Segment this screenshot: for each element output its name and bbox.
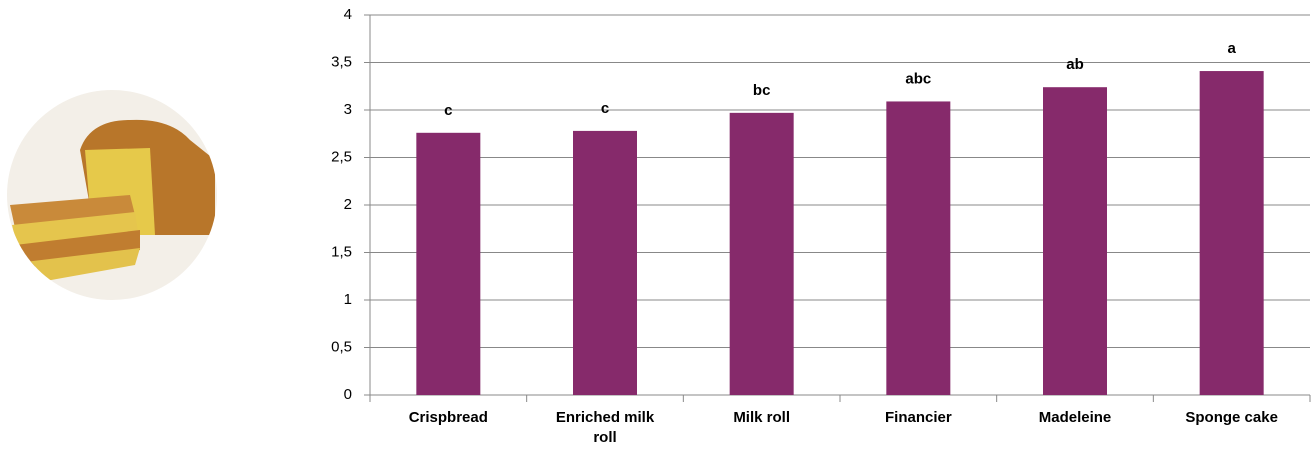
- y-tick-label: 4: [344, 6, 352, 23]
- x-tick-label: Madeleine: [1038, 409, 1112, 426]
- x-tick-label: Sponge cake: [1185, 409, 1278, 426]
- y-tick-label: 0,5: [331, 338, 352, 355]
- bar: [886, 101, 951, 395]
- bar: [573, 130, 637, 395]
- y-tick-label: 1,5: [331, 243, 352, 260]
- y-tick-label: 2: [344, 196, 352, 213]
- bar: [1199, 71, 1264, 396]
- bar: [1043, 87, 1107, 395]
- x-tick-label: Milk roll: [733, 409, 790, 426]
- y-tick-label: 1: [344, 291, 352, 308]
- y-tick-label: 0: [344, 386, 352, 403]
- y-tick-label: 3,5: [331, 53, 352, 70]
- significance-letter: ab: [1066, 56, 1084, 73]
- y-tick-label: 3: [344, 101, 352, 118]
- bar: [729, 112, 794, 395]
- y-tick-label: 2,5: [331, 148, 352, 165]
- significance-letter: c: [444, 102, 452, 119]
- significance-letter: bc: [753, 82, 771, 99]
- significance-letter: a: [1227, 40, 1236, 57]
- x-tick-label: Enriched milk roll: [555, 409, 655, 446]
- bread-photo: [7, 90, 217, 300]
- x-tick-label: Financier: [884, 409, 952, 426]
- bar: [416, 132, 481, 396]
- x-tick-label: Crispbread: [408, 409, 488, 426]
- significance-letter: c: [601, 100, 609, 117]
- significance-letter: abc: [905, 70, 931, 87]
